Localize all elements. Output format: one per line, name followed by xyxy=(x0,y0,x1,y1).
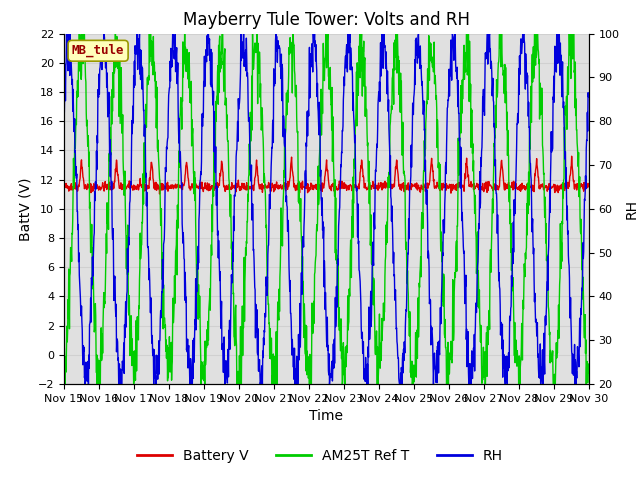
Y-axis label: RH: RH xyxy=(625,199,639,219)
Legend: Battery V, AM25T Ref T, RH: Battery V, AM25T Ref T, RH xyxy=(131,443,509,468)
X-axis label: Time: Time xyxy=(309,409,344,423)
Title: Mayberry Tule Tower: Volts and RH: Mayberry Tule Tower: Volts and RH xyxy=(183,11,470,29)
Y-axis label: BattV (V): BattV (V) xyxy=(18,177,32,240)
Text: MB_tule: MB_tule xyxy=(72,44,124,58)
